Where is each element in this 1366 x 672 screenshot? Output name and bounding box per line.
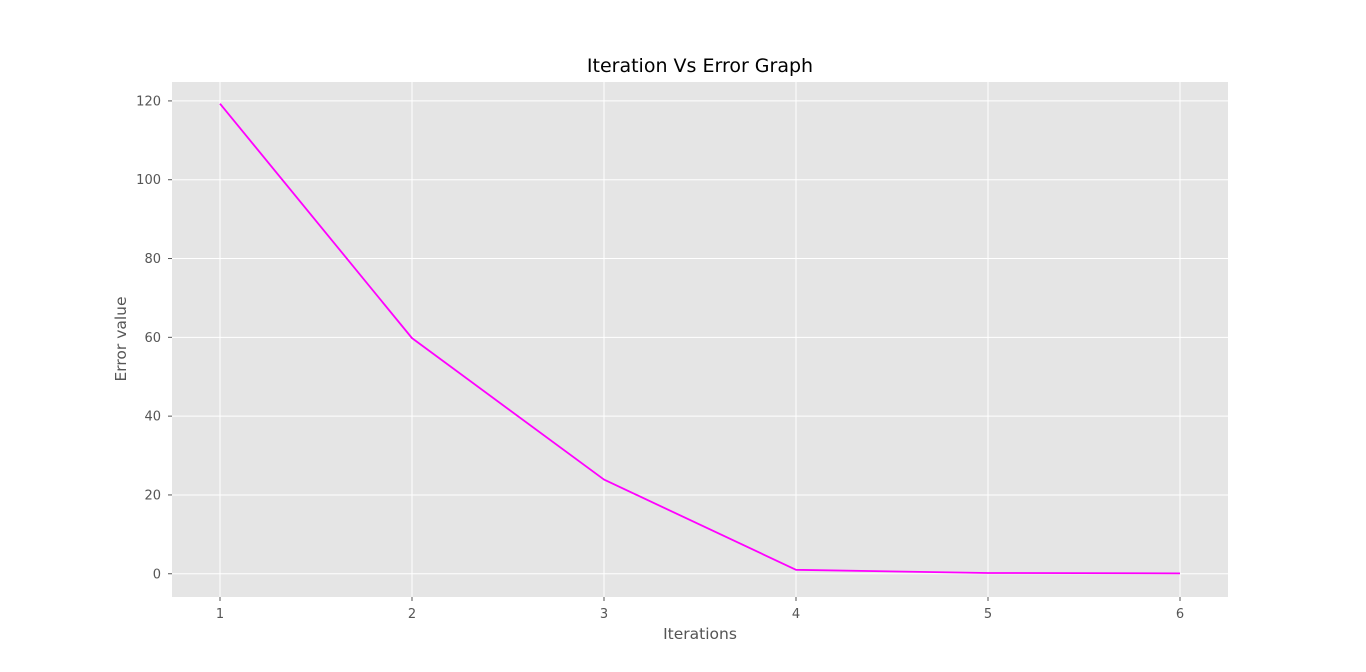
x-tick-label: 6 bbox=[1176, 607, 1184, 622]
x-tick-label: 2 bbox=[408, 607, 416, 622]
chart-title: Iteration Vs Error Graph bbox=[587, 55, 813, 77]
y-axis-label: Error value bbox=[112, 296, 130, 381]
plot-area bbox=[172, 82, 1228, 597]
x-tick-label: 3 bbox=[600, 607, 608, 622]
y-tick-label: 0 bbox=[153, 567, 161, 582]
y-tick-label: 120 bbox=[136, 94, 161, 109]
y-tick-label: 20 bbox=[144, 488, 161, 503]
y-tick-label: 40 bbox=[144, 410, 161, 425]
x-tick-label: 1 bbox=[216, 607, 224, 622]
series-line bbox=[219, 103, 1181, 575]
x-tick-label: 5 bbox=[984, 607, 992, 622]
x-tick-label: 4 bbox=[792, 607, 800, 622]
grid-lines bbox=[172, 82, 1228, 597]
x-axis-label: Iterations bbox=[663, 625, 737, 643]
y-tick-label: 60 bbox=[144, 331, 161, 346]
y-tick-label: 100 bbox=[136, 173, 161, 188]
series-layer bbox=[219, 103, 1181, 575]
y-tick-label: 80 bbox=[144, 252, 161, 267]
